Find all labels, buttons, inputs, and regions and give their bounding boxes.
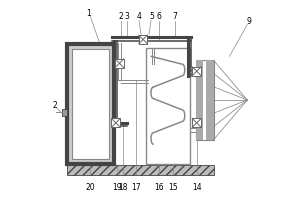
Bar xyxy=(67,44,114,164)
Bar xyxy=(139,35,147,44)
Text: 9: 9 xyxy=(247,17,252,26)
Text: 7: 7 xyxy=(172,12,177,21)
Bar xyxy=(146,48,190,164)
Text: 16: 16 xyxy=(154,183,164,192)
Bar xyxy=(112,118,120,127)
Bar xyxy=(61,109,67,116)
Text: 19: 19 xyxy=(112,183,122,192)
Bar xyxy=(71,49,109,159)
Bar xyxy=(206,60,214,140)
Text: 3: 3 xyxy=(125,12,130,21)
Text: 6: 6 xyxy=(157,12,161,21)
Bar xyxy=(192,67,201,76)
Bar xyxy=(67,165,214,175)
Text: 14: 14 xyxy=(192,183,202,192)
Bar xyxy=(192,118,201,127)
Text: 2: 2 xyxy=(119,12,124,21)
Bar xyxy=(196,60,203,140)
Bar xyxy=(115,59,124,68)
Text: 4: 4 xyxy=(136,12,141,21)
Text: 18: 18 xyxy=(118,183,128,192)
Text: 2: 2 xyxy=(53,101,57,110)
Text: 5: 5 xyxy=(149,12,154,21)
Text: 20: 20 xyxy=(85,183,95,192)
Text: 17: 17 xyxy=(131,183,141,192)
Text: 1: 1 xyxy=(86,9,91,18)
Bar xyxy=(196,60,214,140)
Text: 15: 15 xyxy=(168,183,178,192)
